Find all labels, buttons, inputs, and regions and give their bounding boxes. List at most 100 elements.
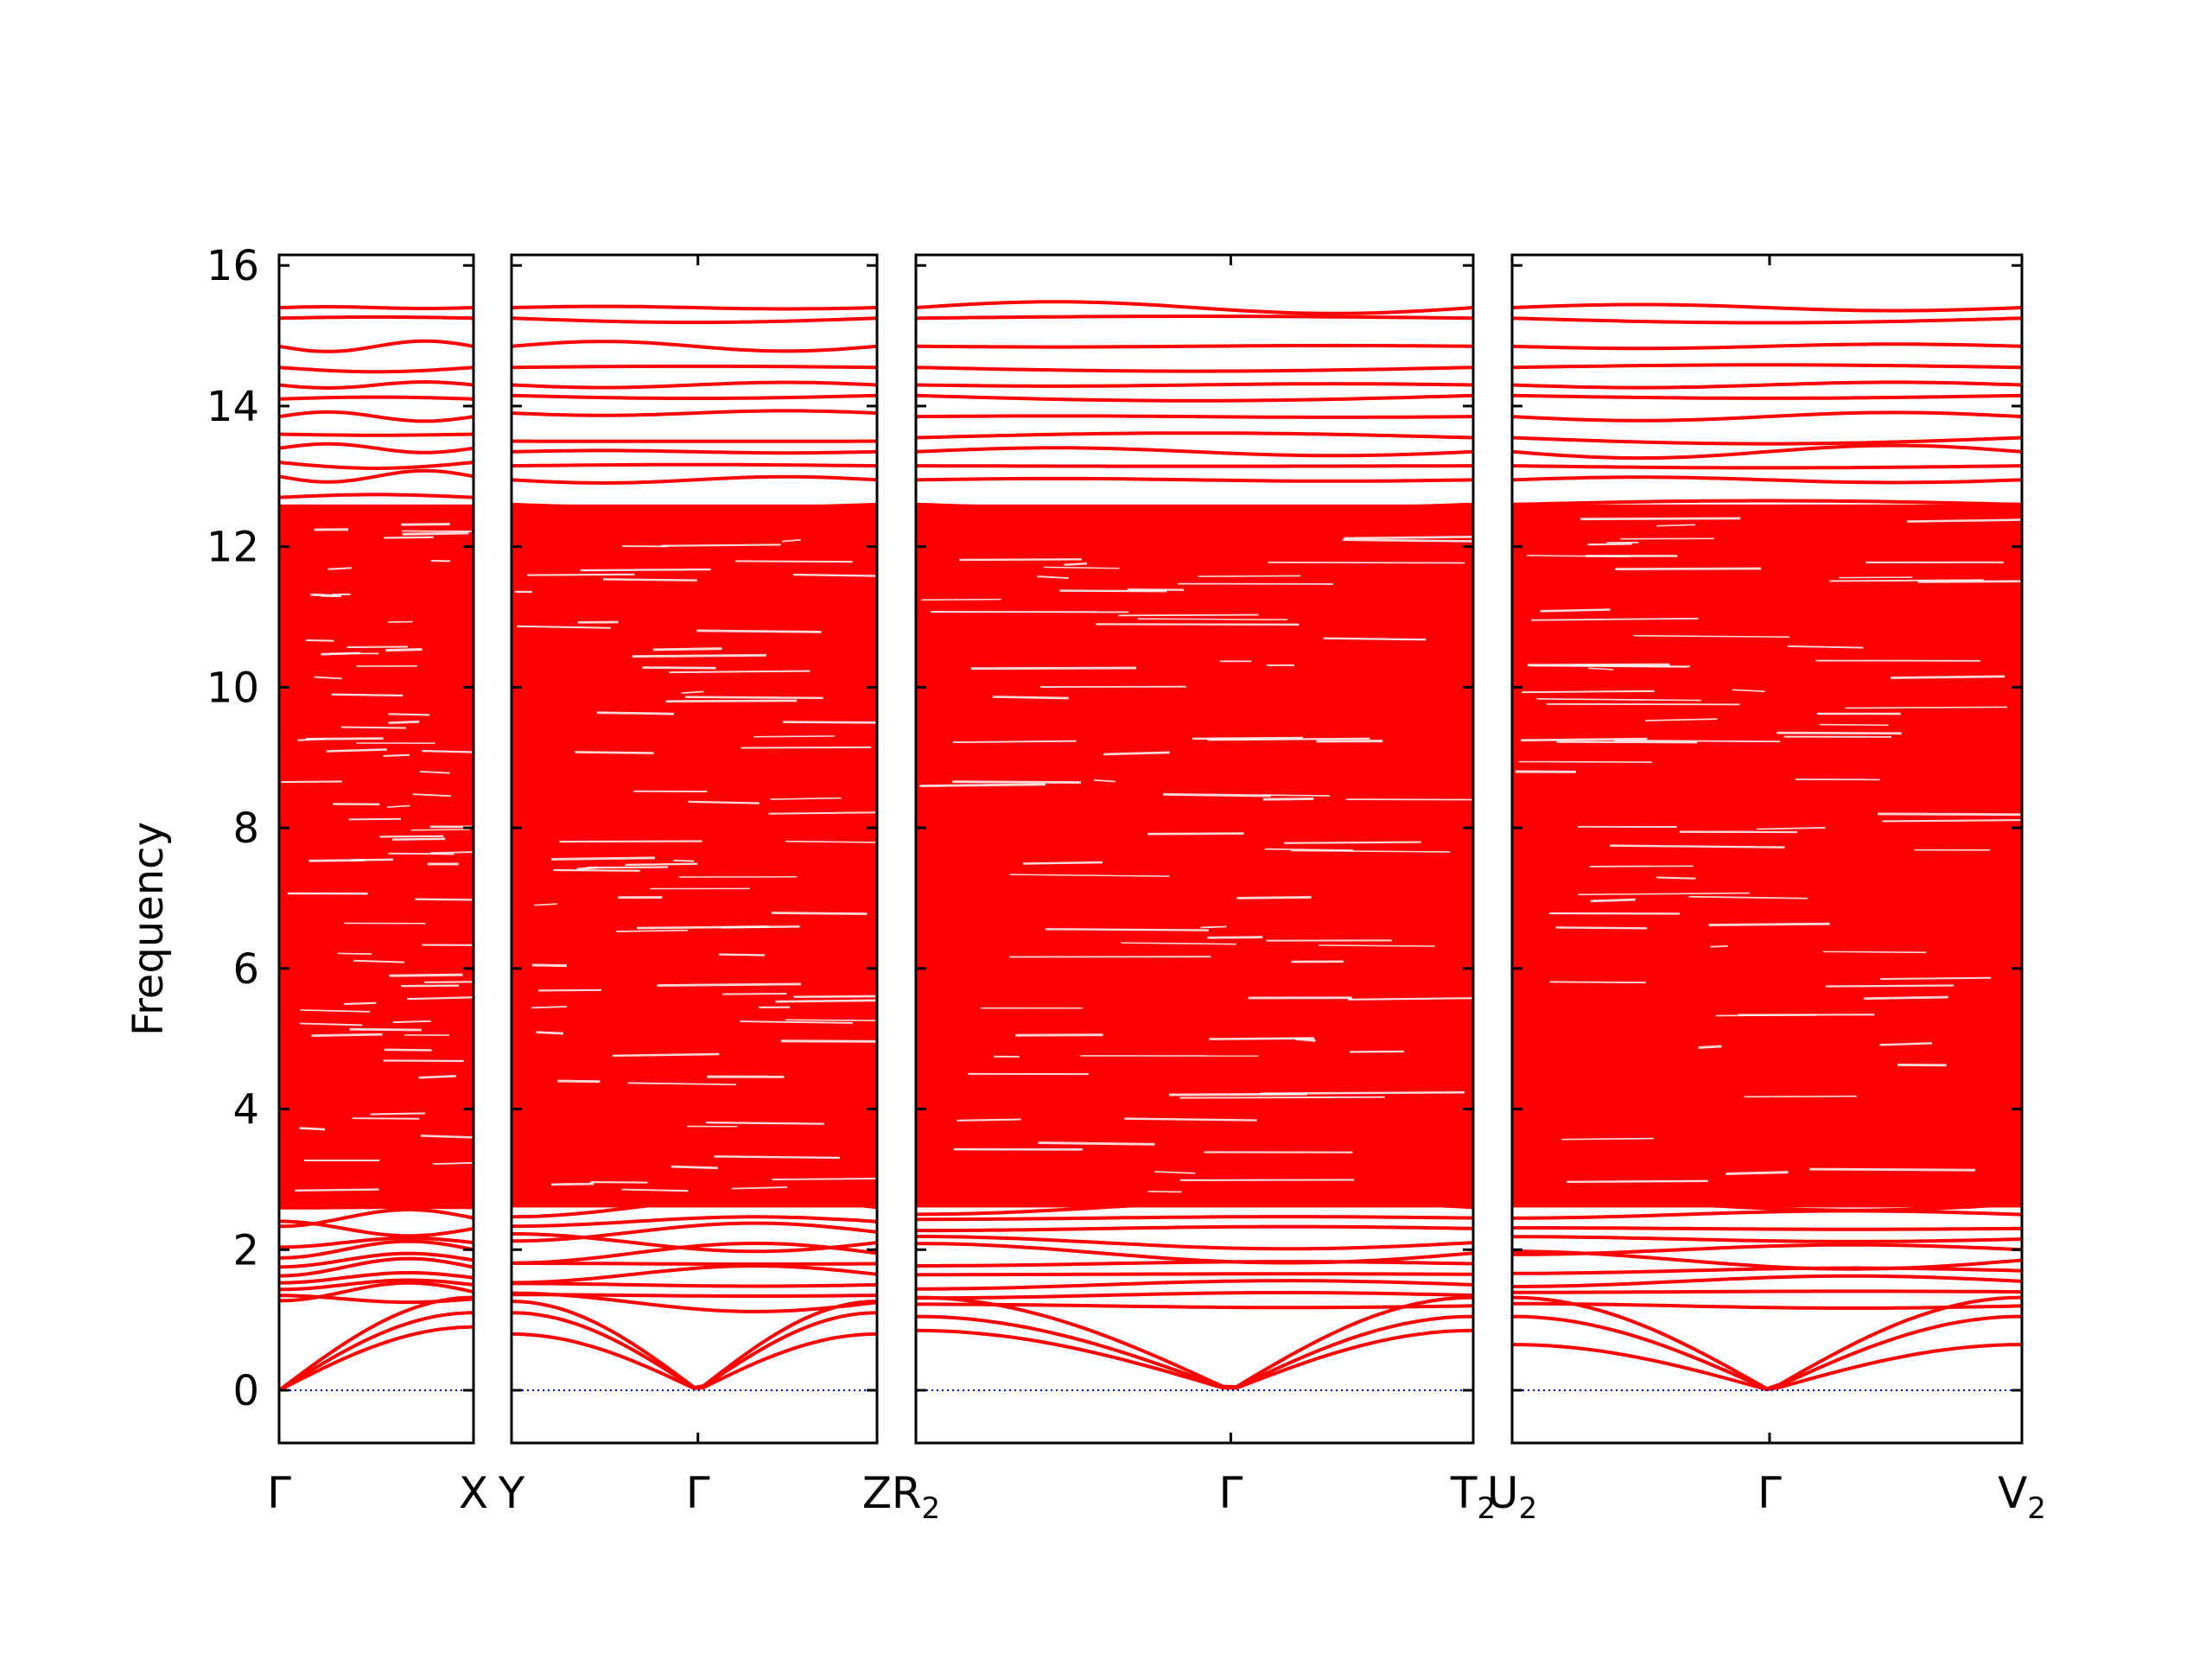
band-gap [1046, 928, 1209, 931]
band-gap [952, 780, 1082, 785]
band-gap [1879, 1042, 1933, 1046]
high-symmetry-label: V2 [1998, 1468, 2046, 1526]
optical-band-low [512, 1215, 877, 1229]
band-lines [279, 305, 474, 1392]
optical-band-high [1512, 342, 2022, 351]
band-gap [1344, 536, 1473, 540]
band-gap [1906, 518, 2022, 523]
optical-band-high [512, 393, 877, 400]
band-gap [337, 952, 372, 955]
optical-band-low [916, 1290, 1473, 1300]
band-gap [1022, 861, 1103, 865]
band-gap [1880, 976, 1992, 980]
panel-frame [1510, 253, 2024, 1445]
high-symmetry-point-subscript: 2 [922, 1491, 941, 1526]
band-gap [1839, 576, 1913, 579]
high-symmetry-point-name: Γ [1218, 1468, 1243, 1518]
band-gap [681, 690, 704, 695]
band-gap [1587, 543, 1632, 546]
band-gap [753, 735, 836, 738]
optical-band-low [916, 1260, 1473, 1268]
band-panel-1 [277, 253, 475, 1445]
band-gap [1809, 1167, 1976, 1172]
y-tick-label: 10 [207, 664, 259, 712]
band-gap [1037, 575, 1069, 580]
band-gap [383, 753, 410, 757]
band-gap [391, 837, 446, 841]
band-gap [321, 652, 360, 656]
optical-band-high [916, 343, 1473, 349]
band-gap [351, 858, 394, 861]
band-gap [1829, 579, 1985, 582]
band-gap [735, 560, 853, 563]
band-gap [970, 666, 1137, 671]
high-symmetry-label: T2 [1450, 1468, 1496, 1526]
band-gap [621, 1188, 689, 1192]
optical-band-high [279, 339, 474, 353]
y-tick-label: 16 [207, 242, 259, 290]
optical-band-low [279, 1239, 474, 1260]
band-gap [1323, 637, 1427, 641]
band-gap [1580, 517, 1741, 521]
band-gap [1656, 876, 1696, 880]
band-gap [684, 696, 823, 700]
optical-band-high [512, 448, 877, 455]
optical-band-high [512, 364, 877, 370]
optical-band-high [916, 315, 1473, 321]
band-gap [1038, 1141, 1155, 1146]
optical-band-low [512, 1262, 877, 1266]
band-gap [1291, 849, 1451, 853]
band-lines [916, 300, 1473, 1390]
high-symmetry-label: U2 [1487, 1468, 1537, 1526]
high-symmetry-point-name: Γ [686, 1468, 710, 1518]
band-gap [782, 721, 877, 724]
band-gap [1589, 865, 1694, 868]
optical-band-high [1512, 393, 2022, 400]
band-gap [1262, 798, 1314, 801]
band-gap [959, 558, 1082, 562]
band-gap [688, 800, 760, 804]
high-symmetry-point-name: Y [498, 1468, 525, 1518]
high-symmetry-point-subscript: 2 [2027, 1491, 2046, 1526]
band-gap [1093, 779, 1116, 783]
optical-band-high [916, 502, 1473, 512]
optical-band-low [916, 1242, 1473, 1265]
band-gap [346, 645, 409, 649]
optical-band-low [512, 1242, 877, 1265]
band-gap [625, 862, 698, 867]
acoustic-band [916, 1314, 1473, 1389]
optical-band-low [916, 1224, 1473, 1233]
high-symmetry-point-name: X [459, 1468, 488, 1518]
band-gap [612, 1052, 720, 1058]
optical-band-high [916, 414, 1473, 419]
optical-band-high [512, 502, 877, 511]
band-gap [1147, 832, 1244, 836]
band-gap [1154, 1171, 1196, 1174]
band-gap [331, 693, 404, 697]
optical-band-high [1512, 380, 2022, 390]
band-gap [1179, 1096, 1385, 1099]
optical-band-low [279, 1278, 474, 1292]
band-gap [1891, 675, 2005, 679]
band-gap [1688, 895, 1808, 899]
optical-band-high [916, 464, 1473, 468]
band-gap [388, 720, 420, 724]
band-gap [314, 676, 342, 680]
band-gap [418, 1075, 456, 1079]
acoustic-band [916, 1295, 1473, 1389]
optical-band-low [512, 1264, 877, 1285]
high-symmetry-point-subscript: 2 [1518, 1491, 1537, 1526]
band-gap [1708, 922, 1830, 926]
y-tick-label: 2 [232, 1226, 259, 1274]
acoustic-band [916, 1328, 1473, 1390]
optical-band-high [1512, 316, 2022, 325]
band-gap [1556, 741, 1698, 744]
band-gap [1787, 645, 1864, 649]
optical-band-high [279, 468, 474, 484]
band-gap [1878, 812, 2022, 817]
band-gap [517, 625, 611, 629]
optical-band-high [279, 493, 474, 499]
optical-band-high [512, 340, 877, 353]
band-gap [714, 1155, 841, 1160]
band-gap [669, 670, 810, 674]
